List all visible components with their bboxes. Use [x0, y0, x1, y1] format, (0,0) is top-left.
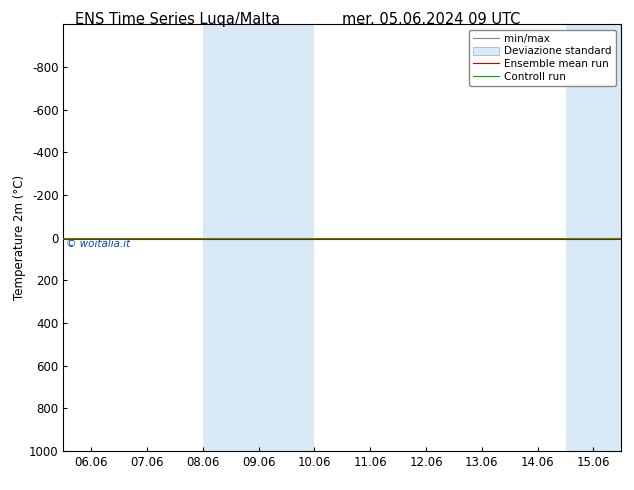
- Legend: min/max, Deviazione standard, Ensemble mean run, Controll run: min/max, Deviazione standard, Ensemble m…: [469, 30, 616, 86]
- Bar: [593, 24, 627, 451]
- Text: ENS Time Series Luqa/Malta: ENS Time Series Luqa/Malta: [75, 12, 280, 27]
- Bar: [566, 24, 593, 451]
- Y-axis label: Temperature 2m (°C): Temperature 2m (°C): [13, 175, 26, 300]
- Text: © woitalia.it: © woitalia.it: [66, 239, 131, 248]
- Bar: [203, 24, 314, 451]
- Text: mer. 05.06.2024 09 UTC: mer. 05.06.2024 09 UTC: [342, 12, 521, 27]
